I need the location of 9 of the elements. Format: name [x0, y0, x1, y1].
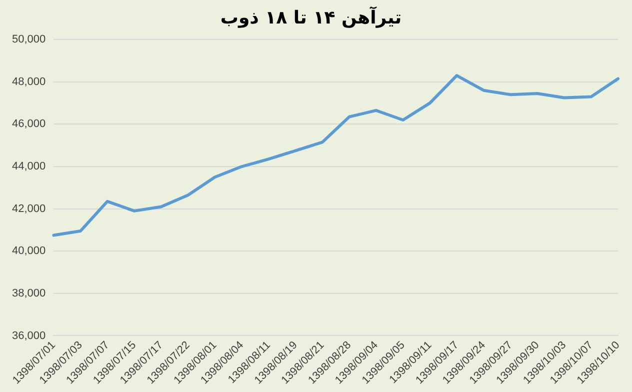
y-tick-label: 42,000 [12, 202, 46, 215]
y-tick-label: 38,000 [12, 287, 46, 300]
y-tick-label: 48,000 [12, 76, 46, 88]
y-tick-label: 44,000 [12, 160, 46, 173]
y-tick-label: 40,000 [12, 245, 46, 258]
y-tick-label: 36,000 [12, 330, 46, 342]
y-tick-label: 50,000 [12, 34, 46, 46]
y-tick-label: 46,000 [12, 118, 46, 130]
chart-title: تیرآهن ۱۴ تا ۱۸ ذوب [220, 5, 402, 28]
